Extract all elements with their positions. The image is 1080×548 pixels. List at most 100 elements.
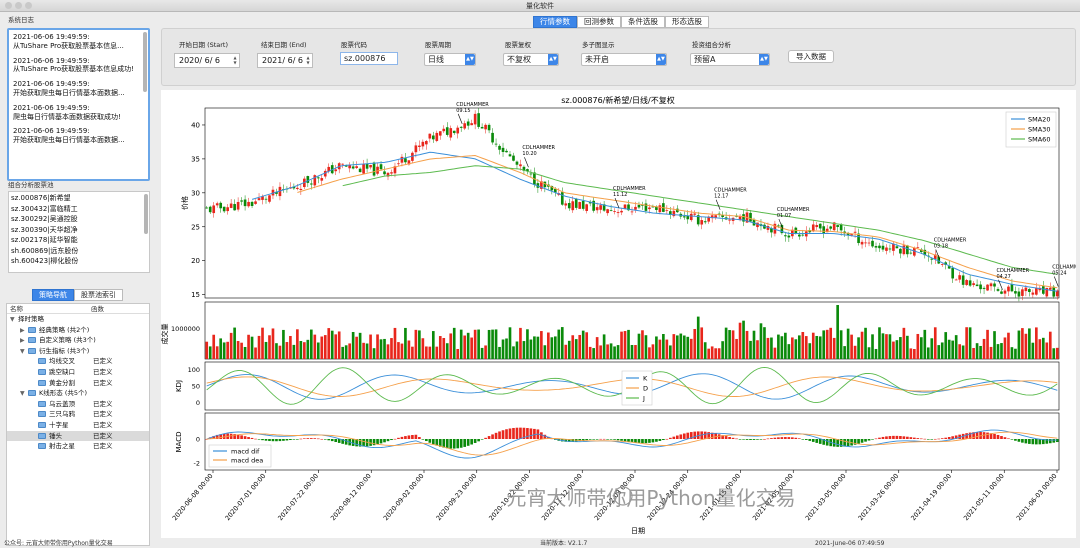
candle-body bbox=[602, 204, 606, 211]
tree-toggle-icon[interactable]: ▼ bbox=[10, 316, 15, 323]
candle-body bbox=[749, 212, 752, 222]
macd-hist-bar bbox=[731, 437, 735, 439]
start-date-stepper[interactable]: ▲ ▼ bbox=[233, 55, 237, 65]
macd-hist-bar bbox=[442, 439, 446, 448]
stock-pool-list[interactable]: sz.000876|新希望 sz.300432|富临精工 sz.300292|吴通控… bbox=[8, 191, 150, 273]
subplot-select[interactable]: 未开启 ▲▼ bbox=[581, 53, 667, 66]
kdj-tick-label: 50 bbox=[192, 383, 200, 391]
macd-hist-bar bbox=[791, 437, 794, 439]
candle-body bbox=[428, 133, 432, 139]
tree-item[interactable]: 三只乌鸦 已定义 bbox=[7, 409, 149, 420]
tree-item[interactable]: 均线交叉 已定义 bbox=[7, 356, 149, 367]
tree-item[interactable]: ▼ 衍生指标 (共3个) bbox=[7, 346, 149, 357]
candle-body bbox=[717, 213, 721, 215]
pool-item[interactable]: sz.300292|吴通控股 bbox=[11, 215, 78, 223]
tab-condition-pick[interactable]: 条件选股 bbox=[621, 16, 665, 28]
volume-bar bbox=[1007, 332, 1010, 359]
pool-item[interactable]: sz.000876|新希望 bbox=[11, 194, 71, 202]
tree-item[interactable]: ▶ 经典策略 (共2个) bbox=[7, 325, 149, 336]
import-data-button[interactable]: 导入数据 bbox=[788, 50, 834, 63]
macd-hist-bar bbox=[480, 439, 484, 440]
tree-item[interactable]: 黄金分割 已定义 bbox=[7, 378, 149, 389]
tree-toggle-icon[interactable]: ▼ bbox=[20, 347, 25, 355]
tree-item[interactable]: 跳空缺口 已定义 bbox=[7, 367, 149, 378]
candle-body bbox=[784, 235, 787, 237]
volume-bar bbox=[515, 341, 519, 359]
tab-backtest-params[interactable]: 回测参数 bbox=[577, 16, 621, 28]
tab-market-params[interactable]: 行情参数 bbox=[533, 16, 577, 28]
macd-hist-bar bbox=[623, 439, 627, 442]
candle-body bbox=[1010, 284, 1014, 292]
volume-bar bbox=[505, 338, 508, 359]
tree-toggle-icon[interactable]: ▶ bbox=[20, 337, 25, 345]
candle-body bbox=[822, 226, 826, 234]
volume-bar bbox=[766, 337, 770, 359]
candle-body bbox=[341, 163, 345, 165]
macd-hist-bar bbox=[540, 432, 543, 439]
volume-bar bbox=[1038, 339, 1042, 359]
tree-item[interactable]: ▼ K线形态 (共5个) bbox=[7, 388, 149, 399]
tree-item-label: 黄金分割 bbox=[49, 378, 75, 387]
pool-item[interactable]: sz.002178|延华智能 bbox=[11, 236, 78, 244]
candle-body bbox=[268, 195, 271, 202]
pool-item[interactable]: sh.600869|远东股份 bbox=[11, 246, 79, 255]
tree-toggle-icon[interactable]: ▶ bbox=[20, 326, 25, 334]
pool-scrollbar[interactable] bbox=[144, 194, 148, 234]
candle-body bbox=[243, 199, 247, 207]
tab-pool-index[interactable]: 股票池索引 bbox=[74, 289, 123, 301]
start-date-input[interactable]: 2020/ 6/ 6 ▲ ▼ bbox=[174, 53, 240, 68]
macd-panel-frame bbox=[204, 412, 1060, 471]
tree-item[interactable]: 锤头 已定义 bbox=[7, 430, 149, 442]
stock-code-input[interactable]: sz.000876 bbox=[340, 52, 398, 65]
annotation-date: 05.24 bbox=[1052, 270, 1066, 276]
macd-hist-bar bbox=[470, 439, 473, 445]
tree-item[interactable]: 十字星 已定义 bbox=[7, 420, 149, 431]
end-date-stepper[interactable]: ▲ ▼ bbox=[306, 55, 310, 65]
tree-item-func: 已定义 bbox=[93, 378, 113, 387]
date-tick-label: 2020-07-01 00:00 bbox=[224, 472, 268, 522]
candle-body bbox=[780, 225, 784, 234]
tree-item[interactable]: 射击之星 已定义 bbox=[7, 441, 149, 452]
adjust-select[interactable]: 不复权 ▲▼ bbox=[503, 53, 559, 66]
candle-body bbox=[247, 201, 250, 207]
tree-item[interactable]: 乌云盖顶 已定义 bbox=[7, 399, 149, 410]
macd-hist-bar bbox=[923, 438, 927, 440]
macd-hist-bar bbox=[655, 439, 658, 442]
pool-item[interactable]: sz.300432|富临精工 bbox=[11, 204, 78, 213]
tab-pattern-pick[interactable]: 形态选股 bbox=[665, 16, 709, 28]
macd-hist-bar bbox=[247, 437, 250, 439]
candle-body bbox=[825, 228, 829, 233]
pool-item[interactable]: sz.300390|天华超净 bbox=[11, 225, 78, 234]
macd-line bbox=[206, 431, 1058, 456]
portfolio-select[interactable]: 预留A ▲▼ bbox=[690, 53, 770, 66]
candle-body bbox=[372, 162, 376, 176]
volume-bar bbox=[240, 342, 243, 359]
minimize-window-button[interactable] bbox=[15, 2, 22, 9]
volume-bar bbox=[512, 346, 515, 359]
period-select[interactable]: 日线 ▲▼ bbox=[424, 53, 476, 66]
volume-bar bbox=[376, 334, 379, 359]
tree-item[interactable]: ▶ 自定义策略 (共3个) bbox=[7, 335, 149, 346]
close-window-button[interactable] bbox=[5, 2, 12, 9]
macd-hist-bar bbox=[703, 431, 707, 439]
system-log-box[interactable]: 2021-06-06 19:49:59: 从TuShare Pro获取股票基本信息… bbox=[7, 28, 150, 181]
candle-body bbox=[425, 141, 428, 145]
volume-bar bbox=[222, 342, 226, 359]
end-date-input[interactable]: 2021/ 6/ 6 ▲ ▼ bbox=[257, 53, 313, 68]
macd-hist-bar bbox=[658, 439, 662, 441]
log-message: 从TuShare Pro获取股票基本信息... bbox=[13, 41, 124, 50]
candle-body bbox=[1031, 292, 1035, 295]
tree-toggle-icon[interactable]: ▼ bbox=[20, 390, 25, 398]
candle-body bbox=[501, 147, 505, 152]
subplot-label: 多子图显示 bbox=[582, 41, 615, 49]
volume-bar bbox=[574, 339, 578, 359]
tree-item[interactable]: ▼ 择时策略 bbox=[7, 314, 149, 325]
candle-body bbox=[487, 124, 491, 131]
macd-hist-bar bbox=[285, 439, 289, 441]
log-scrollbar[interactable] bbox=[143, 32, 147, 92]
pool-item[interactable]: sh.600423|柳化股份 bbox=[11, 257, 79, 265]
volume-bar bbox=[466, 332, 470, 359]
tab-strategy-nav[interactable]: 策略导航 bbox=[32, 289, 74, 301]
zoom-window-button[interactable] bbox=[25, 2, 32, 9]
